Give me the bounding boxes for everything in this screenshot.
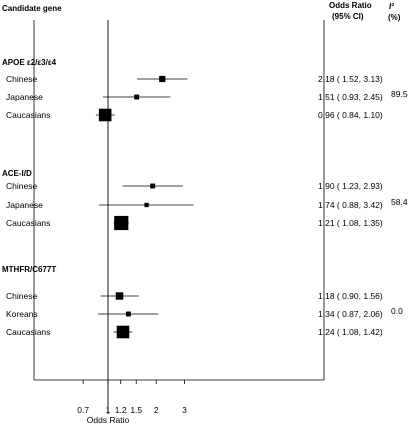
i2-value: 58.4	[391, 197, 408, 207]
or-ci-text: 1.51 ( 0.93, 2.45)	[318, 92, 383, 102]
or-ci-text: 1.24 ( 1.08, 1.42)	[318, 327, 383, 337]
study-label: Caucasians	[6, 218, 50, 228]
point-estimate-box	[98, 108, 112, 122]
header-candidate-gene: Candidate gene	[2, 4, 62, 13]
header-ci: (95% CI)	[332, 12, 364, 21]
header-i2: I²	[389, 2, 394, 11]
x-tick-label: 0.7	[77, 405, 89, 415]
group-label: MTHFR/C677T	[2, 265, 56, 274]
study-label: Caucasians	[6, 110, 50, 120]
study-label: Chinese	[6, 74, 37, 84]
group-label: ACE-I/D	[2, 169, 32, 178]
header-odds-ratio: Odds Ratio	[329, 1, 372, 10]
or-ci-text: 1.18 ( 0.90, 1.56)	[318, 291, 383, 301]
study-label: Koreans	[6, 309, 38, 319]
x-axis-ticks: 0.7 1 1.2 1.5 2 3	[77, 380, 187, 415]
or-ci-text: 0.96 ( 0.84, 1.10)	[318, 110, 383, 120]
point-estimate-box	[144, 202, 149, 208]
study-label: Chinese	[6, 291, 37, 301]
group-label: APOE ε2/ε3/ε4	[2, 58, 57, 67]
x-tick-label: 1	[106, 405, 111, 415]
x-tick-label: 1.2	[115, 405, 127, 415]
point-estimate-box	[150, 183, 156, 189]
i2-value: 0.0	[391, 306, 403, 316]
point-estimate-box	[114, 215, 129, 231]
x-tick-label: 1.5	[130, 405, 142, 415]
study-label: Japanese	[6, 200, 43, 210]
or-ci-text: 1.74 ( 0.88, 3.42)	[318, 200, 383, 210]
or-ci-text: 1.34 ( 0.87, 2.06)	[318, 309, 383, 319]
header-i2-unit: (%)	[388, 13, 401, 22]
point-estimate-box	[115, 292, 124, 300]
point-estimate-box	[125, 311, 131, 317]
study-label: Chinese	[6, 181, 37, 191]
i2-value: 89.5	[391, 89, 408, 99]
study-label: Caucasians	[6, 327, 50, 337]
x-tick-label: 3	[182, 405, 187, 415]
point-estimate-box	[159, 75, 166, 83]
point-estimate-box	[134, 94, 140, 100]
or-ci-text: 2.18 ( 1.52, 3.13)	[318, 74, 383, 84]
study-rows: APOE ε2/ε3/ε4 89.5 Chinese 2.18 ( 1.52, 3.1…	[2, 58, 408, 339]
x-axis-label: Odds Ratio	[87, 415, 130, 425]
or-ci-text: 1.21 ( 1.08, 1.35)	[318, 218, 383, 228]
study-label: Japanese	[6, 92, 43, 102]
x-tick-label: 2	[154, 405, 159, 415]
point-estimate-box	[116, 325, 130, 339]
or-ci-text: 1.90 ( 1.23, 2.93)	[318, 181, 383, 191]
